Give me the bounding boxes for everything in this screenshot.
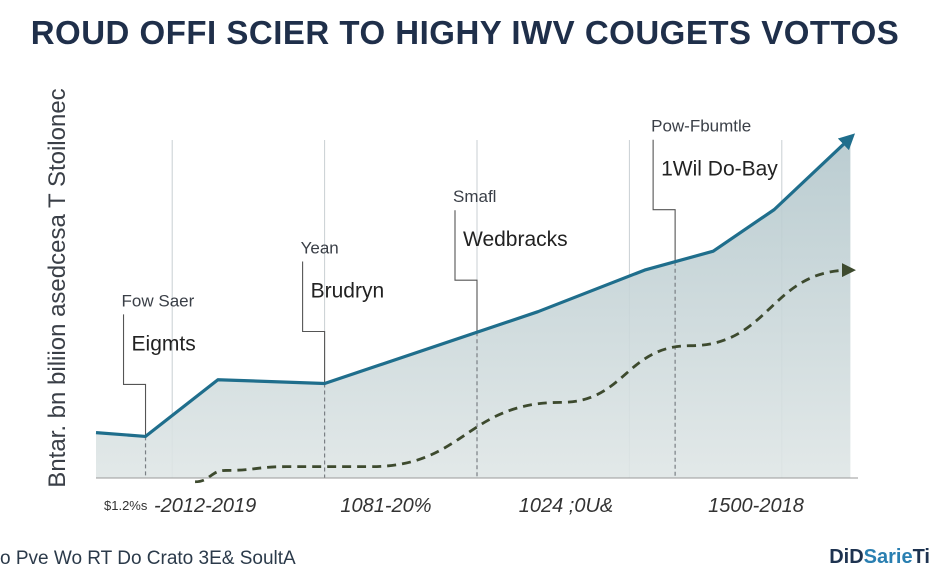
period-text-3: 1500-2018 xyxy=(708,495,804,517)
brand-part-b: Sarie xyxy=(863,546,913,568)
line-area-chart: Fow Saer Eigmts Yean Brudryn Smafl Wedbracks P… xyxy=(95,117,858,517)
annotations: Fow Saer Eigmts Yean Brudryn Smafl Wedbracks P… xyxy=(122,117,778,478)
annotation-callout-0: Fow Saer Eigmts xyxy=(122,291,196,478)
series-line-dashed xyxy=(194,263,856,484)
annotation-callout-3: Pow-Fbumtle 1Wil Do-Bay xyxy=(651,117,778,478)
annotation-callout-1: Yean Brudryn xyxy=(301,239,385,478)
annotation-line1-3: Pow-Fbumtle xyxy=(651,117,751,136)
annotation-line1-1: Yean xyxy=(301,239,339,258)
area-series-fill xyxy=(96,137,851,479)
annotation-leader-0 xyxy=(122,314,147,437)
annotation-line1-2: Smafl xyxy=(453,187,496,206)
period-text-0: -2012-2019 xyxy=(154,495,256,517)
brand-part-c: Ti xyxy=(912,546,930,568)
period-prefix-0: $1.2%s xyxy=(104,498,148,513)
annotation-line2-3: 1Wil Do-Bay xyxy=(661,158,778,181)
brand-part-a: DiD xyxy=(829,546,864,568)
annotation-line2-2: Wedbracks xyxy=(463,228,568,251)
area-fill xyxy=(96,137,851,479)
annotation-callout-2: Smafl Wedbracks xyxy=(453,187,568,478)
annotation-leader-2 xyxy=(454,210,478,333)
annotation-line2-1: Brudryn xyxy=(311,280,385,303)
period-labels: $1.2%s -2012-2019 1081-20% 1024 ;0U& 1500-20… xyxy=(104,495,804,517)
annotation-line2-0: Eigmts xyxy=(132,332,196,355)
footer-brand-logo: DiDSarieTi xyxy=(829,546,930,569)
footer-caption: o Pve Wo RT Do Crato 3E& SoultA xyxy=(0,548,296,569)
period-text-2: 1024 ;0U& xyxy=(519,495,614,517)
period-label-1: 1081-20% xyxy=(340,495,431,517)
period-label-3: 1500-2018 xyxy=(708,495,804,517)
annotation-line1-0: Fow Saer xyxy=(122,291,195,310)
series-lines xyxy=(95,133,856,484)
period-text-1: 1081-20% xyxy=(340,495,431,517)
series-line-solid xyxy=(95,133,856,439)
period-label-0: $1.2%s -2012-2019 xyxy=(104,495,256,517)
chart-title: ROUD OFFI SCIER TO HIGHY IWV COUGETS VOT… xyxy=(30,14,900,51)
annotation-leader-3 xyxy=(652,139,676,262)
annotation-leader-1 xyxy=(302,261,326,384)
period-label-2: 1024 ;0U& xyxy=(519,495,614,517)
